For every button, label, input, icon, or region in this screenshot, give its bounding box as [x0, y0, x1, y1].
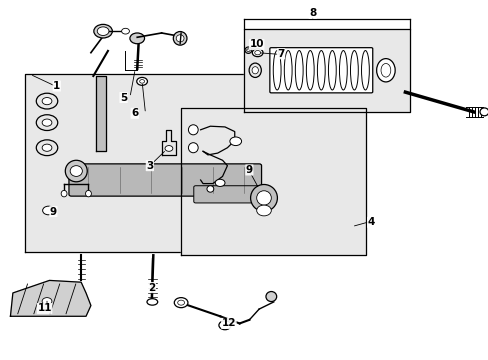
FancyBboxPatch shape: [193, 186, 261, 203]
Ellipse shape: [479, 108, 488, 116]
Ellipse shape: [176, 35, 183, 42]
Circle shape: [215, 179, 224, 186]
Text: 4: 4: [367, 217, 374, 227]
Circle shape: [42, 119, 52, 126]
Ellipse shape: [130, 33, 144, 44]
Ellipse shape: [173, 32, 186, 45]
Ellipse shape: [65, 160, 87, 182]
Ellipse shape: [147, 299, 158, 305]
Ellipse shape: [174, 298, 187, 308]
Text: 9: 9: [245, 165, 252, 175]
Text: 7: 7: [277, 49, 284, 59]
Circle shape: [229, 137, 241, 145]
Text: 2: 2: [148, 283, 155, 293]
Text: 10: 10: [249, 40, 264, 49]
Polygon shape: [10, 280, 91, 316]
Circle shape: [42, 206, 54, 215]
Ellipse shape: [70, 166, 82, 176]
Ellipse shape: [251, 67, 258, 74]
Ellipse shape: [85, 190, 91, 197]
Circle shape: [256, 205, 271, 216]
Text: 5: 5: [120, 93, 127, 103]
Text: 11: 11: [37, 303, 52, 314]
Ellipse shape: [339, 50, 346, 90]
FancyBboxPatch shape: [69, 164, 261, 196]
Text: 8: 8: [308, 8, 316, 18]
Ellipse shape: [361, 50, 368, 90]
Ellipse shape: [94, 24, 112, 38]
Ellipse shape: [317, 50, 325, 90]
Circle shape: [36, 93, 58, 109]
Polygon shape: [244, 30, 409, 112]
Circle shape: [164, 145, 172, 151]
Ellipse shape: [188, 125, 198, 135]
Ellipse shape: [350, 50, 358, 90]
Ellipse shape: [177, 300, 184, 305]
Ellipse shape: [295, 50, 303, 90]
Polygon shape: [181, 108, 366, 255]
Ellipse shape: [265, 292, 276, 302]
Ellipse shape: [188, 143, 198, 153]
Ellipse shape: [273, 50, 281, 90]
Ellipse shape: [140, 80, 144, 83]
Circle shape: [36, 115, 58, 131]
Text: 9: 9: [50, 207, 57, 217]
Circle shape: [42, 98, 52, 105]
Ellipse shape: [256, 191, 271, 205]
Circle shape: [42, 298, 52, 305]
Ellipse shape: [328, 50, 336, 90]
Ellipse shape: [122, 28, 129, 34]
Ellipse shape: [137, 77, 147, 85]
Polygon shape: [25, 74, 281, 252]
Circle shape: [36, 140, 58, 156]
Text: 6: 6: [131, 108, 138, 118]
Ellipse shape: [254, 50, 260, 55]
Ellipse shape: [284, 50, 291, 90]
Ellipse shape: [97, 27, 109, 36]
Text: 3: 3: [146, 161, 153, 171]
Text: 1: 1: [53, 81, 61, 91]
Circle shape: [42, 144, 52, 151]
FancyBboxPatch shape: [269, 48, 372, 93]
Ellipse shape: [306, 50, 313, 90]
Ellipse shape: [246, 49, 249, 51]
Ellipse shape: [248, 63, 261, 77]
Ellipse shape: [206, 186, 213, 192]
Ellipse shape: [61, 190, 67, 197]
Ellipse shape: [252, 49, 263, 57]
Polygon shape: [96, 76, 105, 151]
Ellipse shape: [219, 321, 231, 330]
Ellipse shape: [380, 63, 390, 77]
Ellipse shape: [250, 184, 277, 211]
Ellipse shape: [376, 59, 394, 82]
Text: 12: 12: [221, 319, 236, 328]
Ellipse shape: [244, 47, 251, 53]
